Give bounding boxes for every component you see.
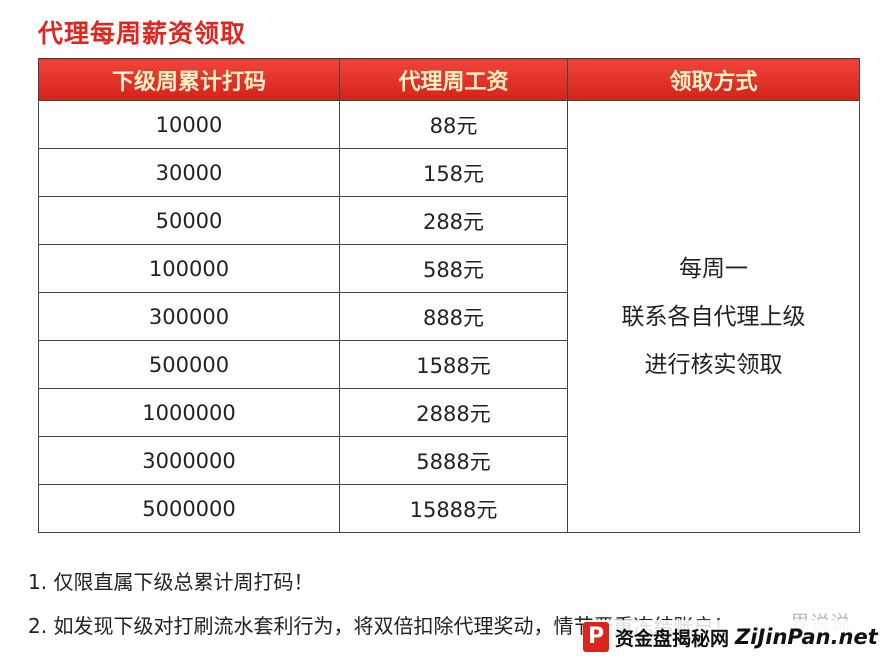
- cell: 5888元: [339, 436, 568, 485]
- watermark: P 资金盘揭秘网 ZiJinPan.net: [583, 620, 878, 654]
- cell: 3000000: [38, 436, 340, 485]
- cell: 588元: [339, 244, 568, 293]
- table-body: 10000 88元 每周一 联系各自代理上级 进行核实领取 30000 158元 50000 2…: [38, 100, 860, 533]
- method-line: 联系各自代理上级: [621, 303, 806, 330]
- cell: 15888元: [339, 484, 568, 533]
- cell: 2888元: [339, 388, 568, 437]
- table-row: 10000 88元每周一联系各自代理上级 进行核实领取: [38, 100, 860, 533]
- cell: 500000: [38, 340, 340, 389]
- cell: 1588元: [339, 340, 568, 389]
- table-row: 5000000 15888元: [38, 484, 860, 533]
- cell: 888元: [339, 292, 568, 341]
- method-cell: 每周一联系各自代理上级 进行核实领取: [567, 100, 860, 533]
- column-header: 代理周工资: [339, 58, 568, 101]
- cell: 1000000: [38, 388, 340, 437]
- salary-table: 下级周累计打码 代理周工资 领取方式 10000 88元每周一联系各自代理上级 进行核实…: [38, 58, 860, 533]
- method-line: 每周一: [679, 255, 748, 282]
- cell: 50000: [38, 196, 340, 245]
- cell: 288元: [339, 196, 568, 245]
- logo: P: [583, 622, 609, 652]
- cell: 5000000: [38, 484, 340, 533]
- cell: 30000: [38, 148, 340, 197]
- cell: 158元: [339, 148, 568, 197]
- table-row: 500000 1588元: [38, 340, 860, 389]
- header-row: 下级周累计打码 代理周工资 领取方式: [38, 58, 860, 101]
- table-row: 1000000 2888元: [38, 388, 860, 437]
- note: 1. 仅限直属下级总累计周打码！: [28, 570, 314, 594]
- table-row: 30000 158元: [38, 148, 860, 197]
- site-name: 资金盘揭秘网: [615, 627, 730, 650]
- cell: 88元: [339, 100, 568, 149]
- site-domain: ZiJinPan.net: [735, 625, 878, 649]
- cell: 300000: [38, 292, 340, 341]
- title: 代理每周薪资领取: [38, 19, 247, 48]
- table-row: 3000000 5888元: [38, 436, 860, 485]
- column-header: 领取方式: [567, 58, 860, 101]
- method-line: 进行核实领取: [644, 351, 783, 378]
- column-header: 下级周累计打码: [38, 58, 340, 101]
- cell: 10000: [38, 100, 340, 149]
- cell: 100000: [38, 244, 340, 293]
